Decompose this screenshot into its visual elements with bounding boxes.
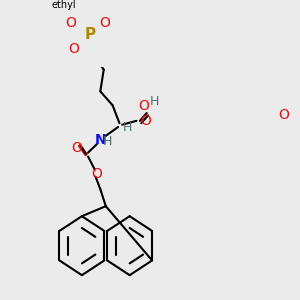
Text: H: H [103, 135, 112, 148]
Text: O: O [72, 141, 83, 155]
Text: H: H [150, 95, 160, 108]
Text: O: O [100, 16, 110, 30]
Text: ethyl: ethyl [52, 0, 76, 10]
Text: H: H [123, 121, 132, 134]
Text: N: N [94, 133, 106, 147]
Text: O: O [65, 16, 76, 30]
Text: O: O [138, 99, 149, 113]
Text: O: O [278, 108, 289, 122]
Text: P: P [85, 27, 96, 42]
Text: O: O [140, 114, 151, 128]
Text: O: O [68, 42, 79, 56]
Text: O: O [92, 167, 102, 181]
